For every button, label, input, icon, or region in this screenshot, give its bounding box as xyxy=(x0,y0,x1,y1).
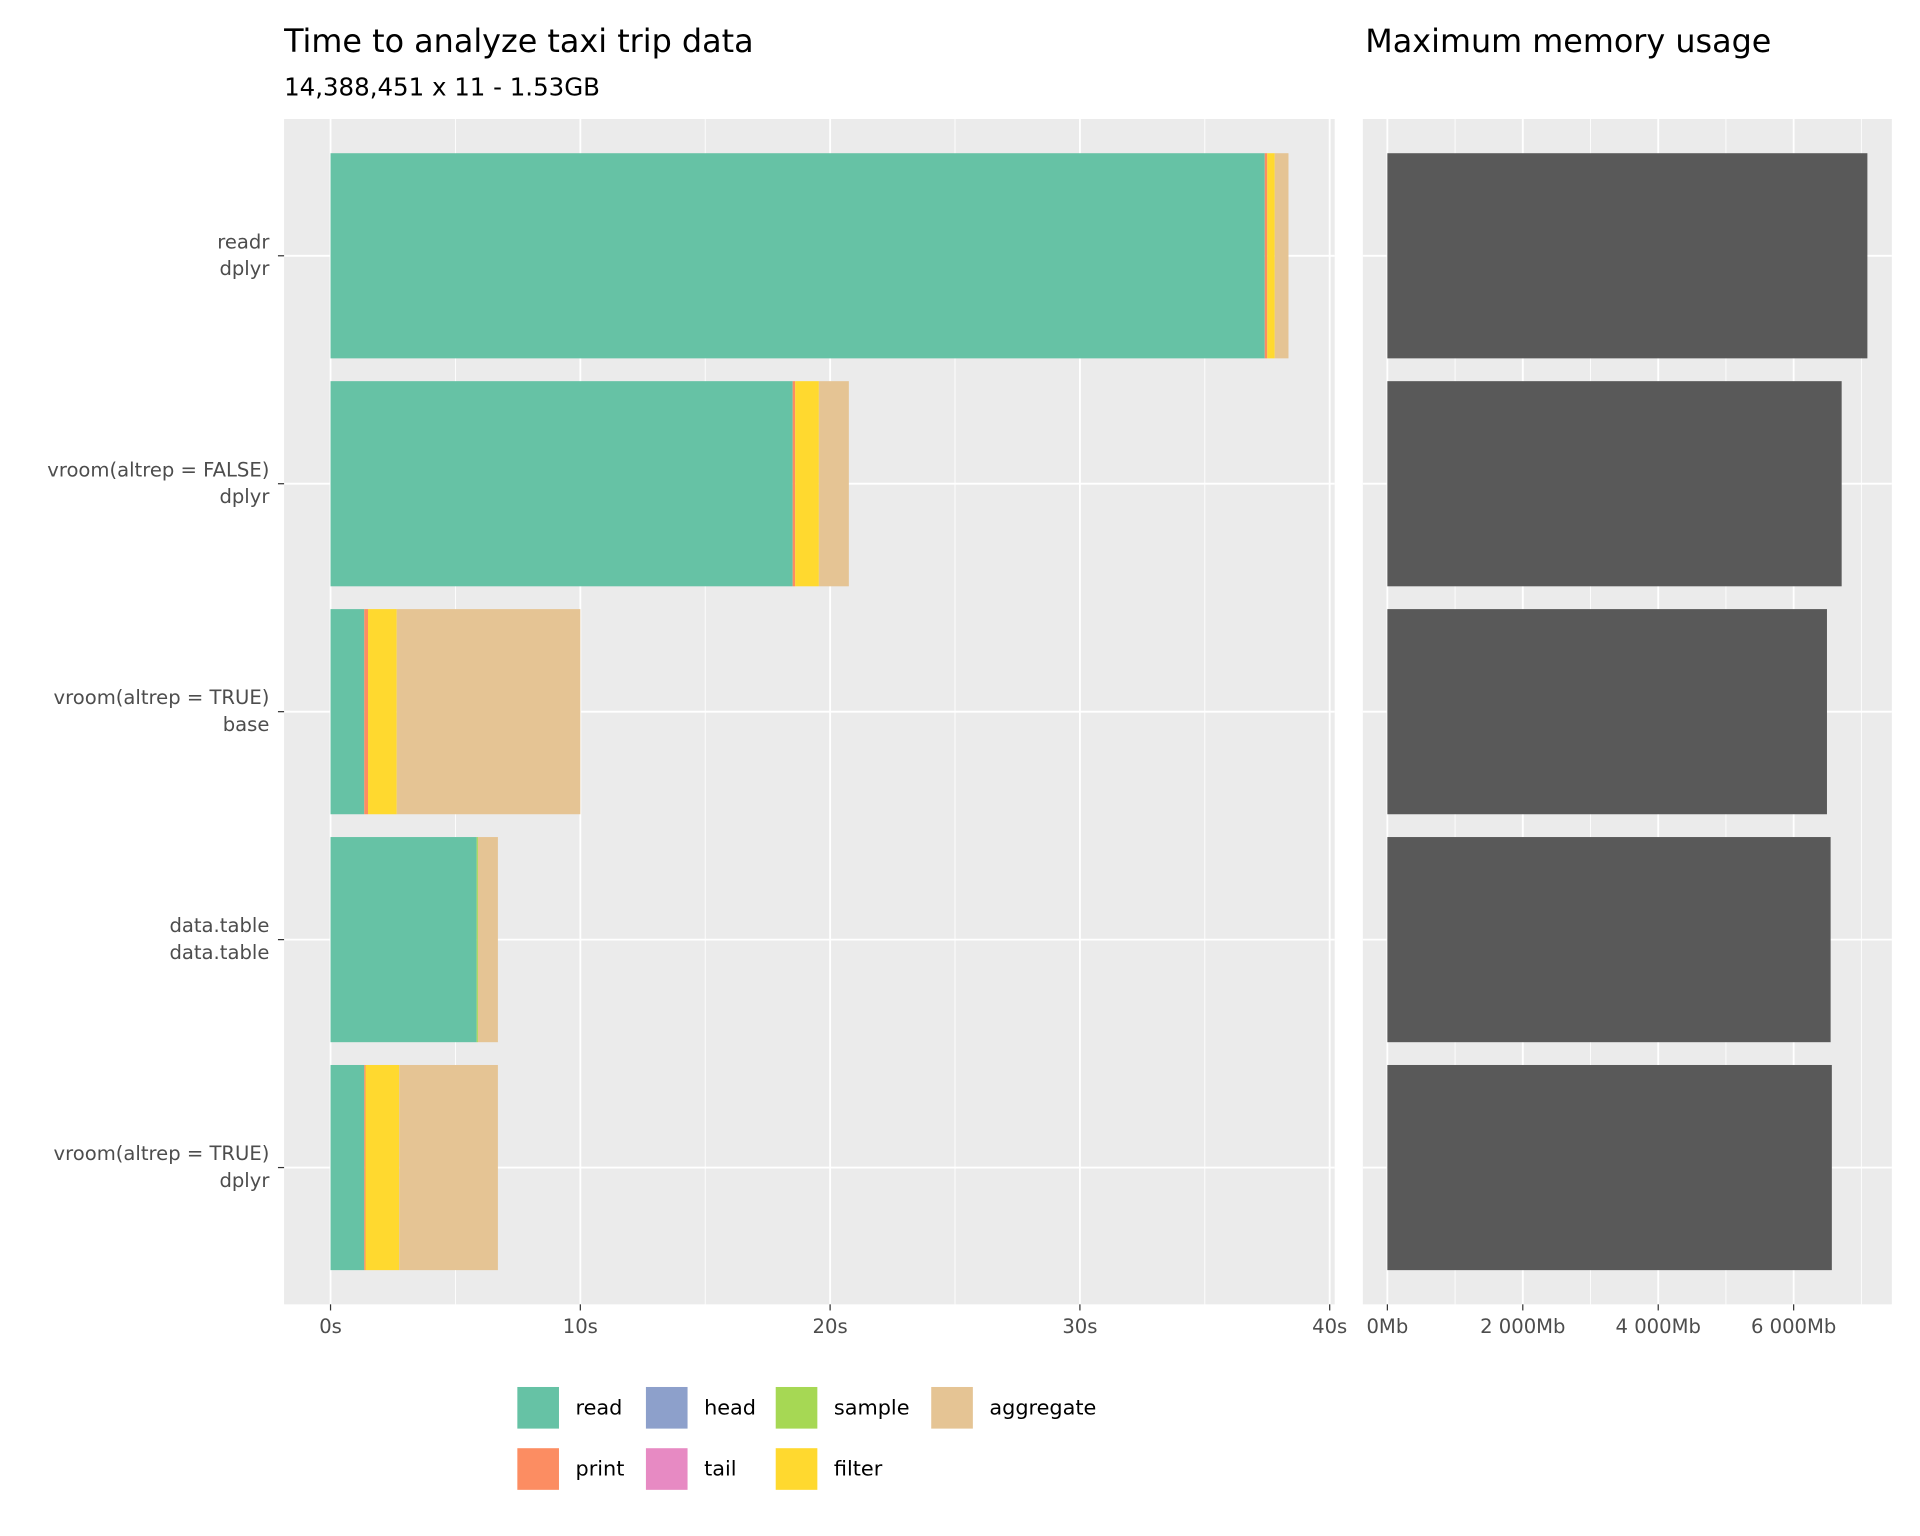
bar-segment xyxy=(330,837,477,1043)
legend-label: sample xyxy=(834,1395,910,1419)
y-tick-label-line: dplyr xyxy=(219,485,270,508)
chart-title: Time to analyze taxi trip data xyxy=(283,22,754,60)
x-tick-label: 30s xyxy=(1062,1315,1097,1338)
bar xyxy=(1387,837,1831,1043)
bar-segment xyxy=(330,609,365,815)
legend-label: print xyxy=(576,1457,625,1481)
legend-key xyxy=(516,1385,561,1430)
y-tick-label: vroom(altrep = TRUE) base xyxy=(54,686,270,736)
legend-key xyxy=(774,1385,819,1430)
x-tick-label: 10s xyxy=(563,1315,598,1338)
y-tick-label: vroom(altrep = FALSE) dplyr xyxy=(47,458,270,508)
chart-subtitle: 14,388,451 x 11 - 1.53GB xyxy=(284,72,600,101)
y-tick-label-line: data.table xyxy=(169,941,269,964)
bar-segment xyxy=(399,1064,498,1271)
legend-label: read xyxy=(576,1395,623,1419)
legend-label: aggregate xyxy=(989,1395,1096,1419)
y-tick-label-line: readr xyxy=(217,230,270,253)
bar xyxy=(1387,609,1827,815)
x-tick-label: 20s xyxy=(813,1315,848,1338)
bar-segment xyxy=(368,609,397,815)
x-tick-label: 0s xyxy=(319,1315,342,1338)
bar-segment xyxy=(1274,153,1289,359)
legend-key xyxy=(516,1446,561,1492)
bar-segment xyxy=(364,609,369,815)
y-tick-label: readr dplyr xyxy=(217,230,270,280)
bar-segment xyxy=(364,1064,366,1271)
chart-title: Maximum memory usage xyxy=(1365,22,1771,60)
y-tick-label-line: vroom(altrep = TRUE) xyxy=(54,1142,270,1165)
x-tick-label: 0Mb xyxy=(1366,1315,1408,1338)
x-tick-label: 6 000Mb xyxy=(1751,1315,1836,1338)
bar-segment xyxy=(818,381,849,587)
bar-segment xyxy=(795,381,819,587)
legend-key xyxy=(644,1446,689,1492)
bar-segment xyxy=(396,609,581,815)
bar-segment xyxy=(330,153,1265,359)
bar xyxy=(1387,1064,1832,1271)
bar-segment xyxy=(477,837,498,1043)
y-tick-label-line: data.table xyxy=(169,914,269,937)
y-tick-label-line: vroom(altrep = FALSE) xyxy=(47,458,269,481)
legend-key xyxy=(930,1385,975,1430)
legend-label: head xyxy=(704,1395,756,1419)
bar-segment xyxy=(476,837,478,1043)
y-tick-label: data.table data.table xyxy=(169,914,269,964)
y-tick-label: vroom(altrep = TRUE) dplyr xyxy=(54,1142,271,1192)
bar-segment xyxy=(792,381,796,587)
bar-segment xyxy=(365,1064,400,1271)
bar-segment xyxy=(1267,153,1275,359)
legend-label: filter xyxy=(834,1457,883,1481)
y-tick-label-line: dplyr xyxy=(219,257,270,280)
y-tick-label-line: dplyr xyxy=(219,1169,270,1192)
bar-segment xyxy=(1264,153,1268,359)
bar xyxy=(1387,381,1842,587)
legend-label: tail xyxy=(704,1457,736,1481)
legend-key xyxy=(644,1385,689,1430)
bar-segment xyxy=(330,1064,365,1271)
y-tick-label-line: vroom(altrep = TRUE) xyxy=(54,686,270,709)
legend-key xyxy=(774,1446,819,1492)
bar-segment xyxy=(330,381,793,587)
x-tick-label: 4 000Mb xyxy=(1616,1315,1701,1338)
x-tick-label: 2 000Mb xyxy=(1480,1315,1565,1338)
bar xyxy=(1387,153,1868,359)
y-tick-label-line: base xyxy=(223,713,270,736)
x-tick-label: 40s xyxy=(1312,1315,1347,1338)
